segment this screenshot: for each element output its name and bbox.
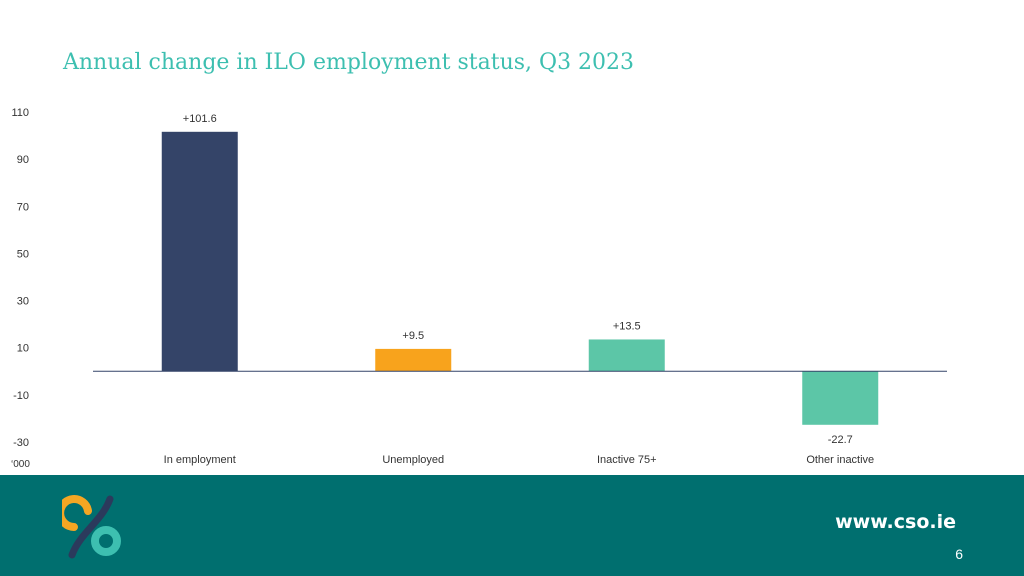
bar bbox=[375, 348, 452, 372]
data-label: +101.6 bbox=[183, 113, 217, 125]
footer-bar: www.cso.ie 6 bbox=[0, 475, 1024, 576]
bar-chart: 110 90 70 50 30 10 -10 -30 ‘000 +101.6 In employme… bbox=[11, 107, 947, 470]
y-tick-label: -10 bbox=[13, 390, 29, 402]
page-number: 6 bbox=[955, 546, 963, 562]
y-axis-unit-label: ‘000 bbox=[11, 459, 30, 470]
bar bbox=[802, 371, 879, 425]
x-tick-label: Unemployed bbox=[382, 454, 444, 466]
data-label: +13.5 bbox=[613, 320, 641, 332]
site-url: www.cso.ie bbox=[835, 511, 956, 533]
data-label: +9.5 bbox=[402, 330, 424, 342]
chart-title: Annual change in ILO employment status, … bbox=[63, 50, 635, 75]
cso-logo-icon bbox=[62, 495, 121, 559]
y-tick-label: 50 bbox=[17, 248, 29, 260]
x-tick-label: Other inactive bbox=[806, 454, 874, 466]
bar bbox=[161, 131, 238, 372]
y-tick-label: 90 bbox=[17, 154, 29, 166]
y-tick-label: 10 bbox=[17, 343, 29, 355]
y-tick-label: 110 bbox=[11, 107, 29, 119]
y-tick-label: -30 bbox=[13, 437, 29, 449]
x-tick-label: In employment bbox=[164, 454, 236, 466]
y-tick-label: 70 bbox=[17, 201, 29, 213]
bar bbox=[588, 339, 665, 372]
y-tick-label: 30 bbox=[17, 296, 29, 308]
data-label: -22.7 bbox=[828, 434, 853, 446]
x-tick-label: Inactive 75+ bbox=[597, 454, 657, 466]
